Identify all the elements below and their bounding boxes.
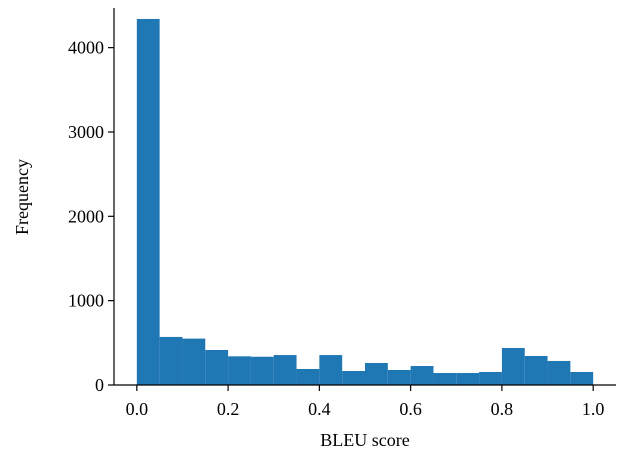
y-tick-label: 2000 [68, 206, 104, 226]
x-tick-label: 0.0 [126, 399, 149, 419]
y-tick-label: 3000 [68, 122, 104, 142]
bar [182, 338, 206, 385]
y-tick-label: 1000 [68, 291, 104, 311]
bar [205, 349, 229, 385]
x-tick-label: 1.0 [582, 399, 605, 419]
bar [387, 369, 411, 385]
x-tick-label: 0.6 [399, 399, 422, 419]
y-axis-label: Frequency [12, 159, 32, 235]
bar [570, 372, 594, 385]
x-tick-label: 0.8 [491, 399, 514, 419]
bar [273, 355, 297, 385]
bar [342, 370, 365, 385]
bar [228, 356, 251, 385]
bar [547, 360, 571, 385]
x-tick-label: 0.2 [217, 399, 240, 419]
bar [159, 336, 183, 385]
y-tick-label: 0 [95, 375, 104, 395]
bar [433, 373, 457, 385]
y-tick-label: 4000 [68, 38, 104, 58]
bar [136, 18, 160, 386]
bar [410, 366, 434, 385]
bar [319, 355, 343, 385]
x-axis-label: BLEU score [320, 430, 409, 450]
bar [479, 372, 502, 385]
x-tick-label: 0.4 [308, 399, 331, 419]
bar [501, 347, 525, 385]
bar [250, 356, 274, 385]
bar [365, 362, 388, 385]
bar [296, 368, 320, 385]
bar [524, 355, 548, 385]
bar [456, 373, 480, 385]
